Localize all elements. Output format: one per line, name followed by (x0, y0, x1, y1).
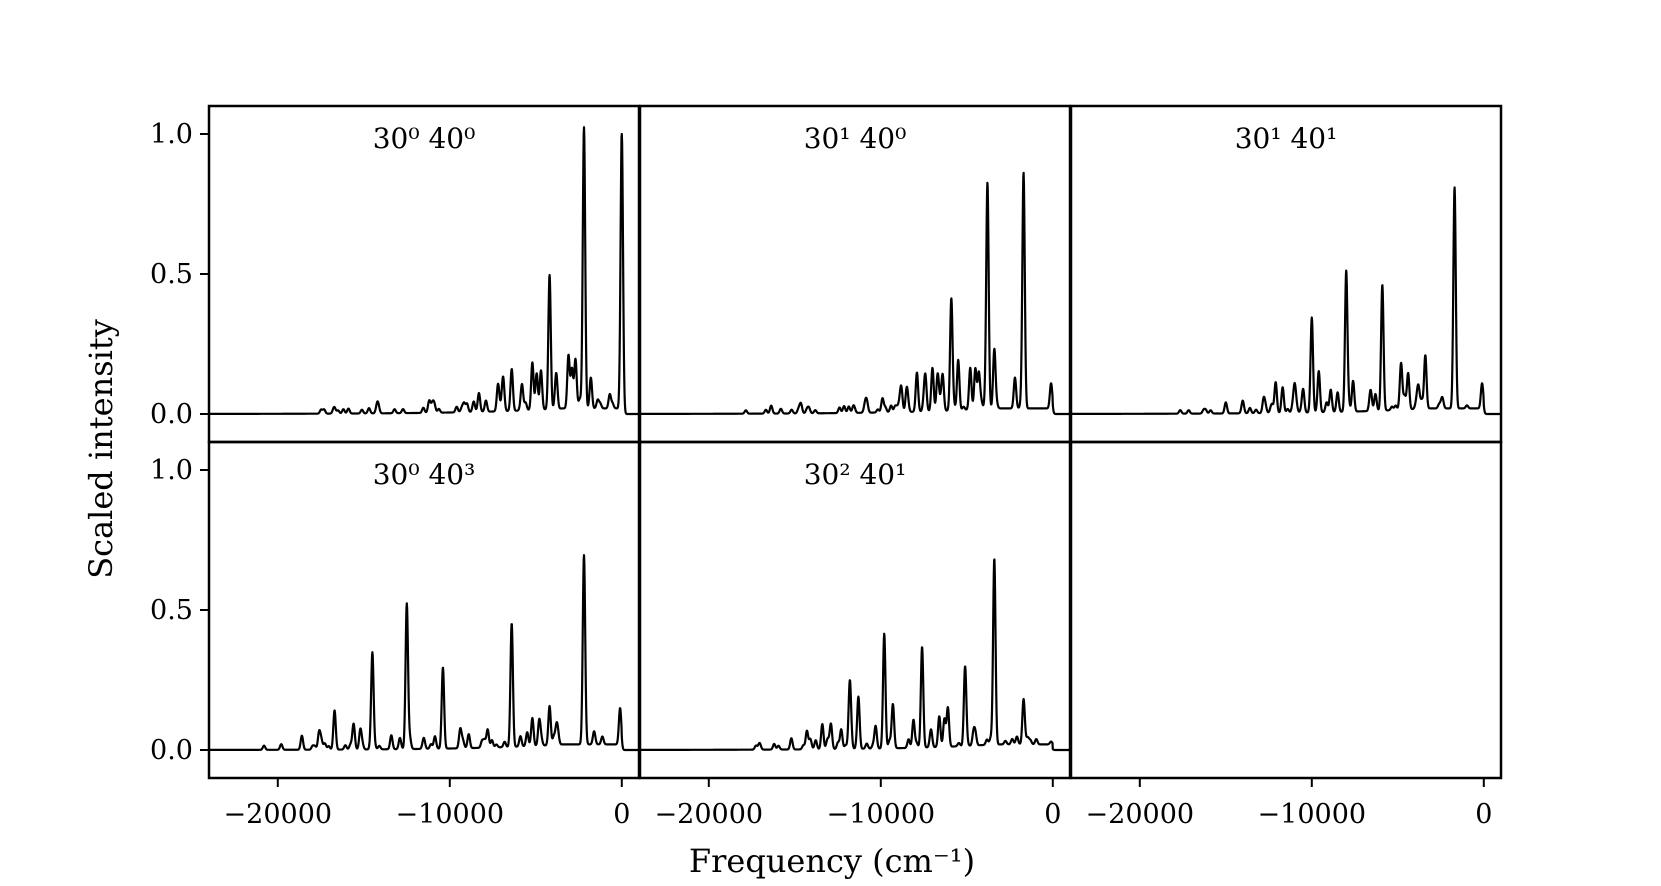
y-tick-label: 1.0 (150, 119, 193, 150)
panel-frame (1069, 440, 1503, 780)
spectrum-line-4 (208, 554, 640, 752)
spectrum-line-5 (639, 558, 1071, 752)
panel-frame (207, 440, 641, 780)
panel-3: 30¹ 40¹ (1069, 104, 1503, 444)
y-axis-label: Scaled intensity (82, 319, 120, 579)
spectrum-line-3 (1070, 186, 1502, 416)
panels-layer: 30⁰ 40⁰ 0.0 0.5 1.0 30¹ 40⁰ 30¹ 40¹ 30⁰ 40³ 0.0… (150, 104, 1503, 830)
panel-title: 30¹ 40⁰ (804, 122, 907, 155)
panel-title: 30¹ 40¹ (1235, 122, 1338, 155)
panel-frame (638, 440, 1072, 780)
panel-1: 30⁰ 40⁰ 0.0 0.5 1.0 (150, 104, 641, 444)
panel-6: −20000 −10000 0 (1069, 440, 1503, 830)
spectrum-line-2 (639, 171, 1071, 416)
y-tick-label: 0.0 (150, 735, 193, 766)
panel-5: 30² 40¹ −20000 −10000 0 (638, 440, 1072, 830)
x-tick-label: 0 (1044, 799, 1061, 830)
x-tick-label: 0 (1475, 799, 1492, 830)
y-tick-label: 0.5 (150, 595, 193, 626)
x-tick-label: −20000 (224, 799, 333, 830)
panel-frame (207, 104, 641, 444)
panel-4: 30⁰ 40³ 0.0 0.5 1.0 −20000 −10000 0 (150, 440, 641, 830)
panel-2: 30¹ 40⁰ (638, 104, 1072, 444)
x-tick-label: 0 (613, 799, 630, 830)
panel-title: 30⁰ 40⁰ (373, 122, 476, 155)
panel-frame (1069, 104, 1503, 444)
x-tick-label: −20000 (1086, 799, 1195, 830)
x-tick-label: −10000 (827, 799, 936, 830)
y-tick-label: 0.0 (150, 399, 193, 430)
panel-frame (638, 104, 1072, 444)
x-tick-label: −10000 (396, 799, 505, 830)
panel-title: 30² 40¹ (804, 458, 907, 491)
spectrum-line-1 (208, 126, 640, 416)
y-tick-label: 0.5 (150, 259, 193, 290)
x-axis-label: Frequency (cm⁻¹) (689, 842, 975, 880)
x-tick-label: −10000 (1258, 799, 1367, 830)
y-tick-label: 1.0 (150, 455, 193, 486)
panel-title: 30⁰ 40³ (373, 458, 476, 491)
x-tick-label: −20000 (655, 799, 764, 830)
